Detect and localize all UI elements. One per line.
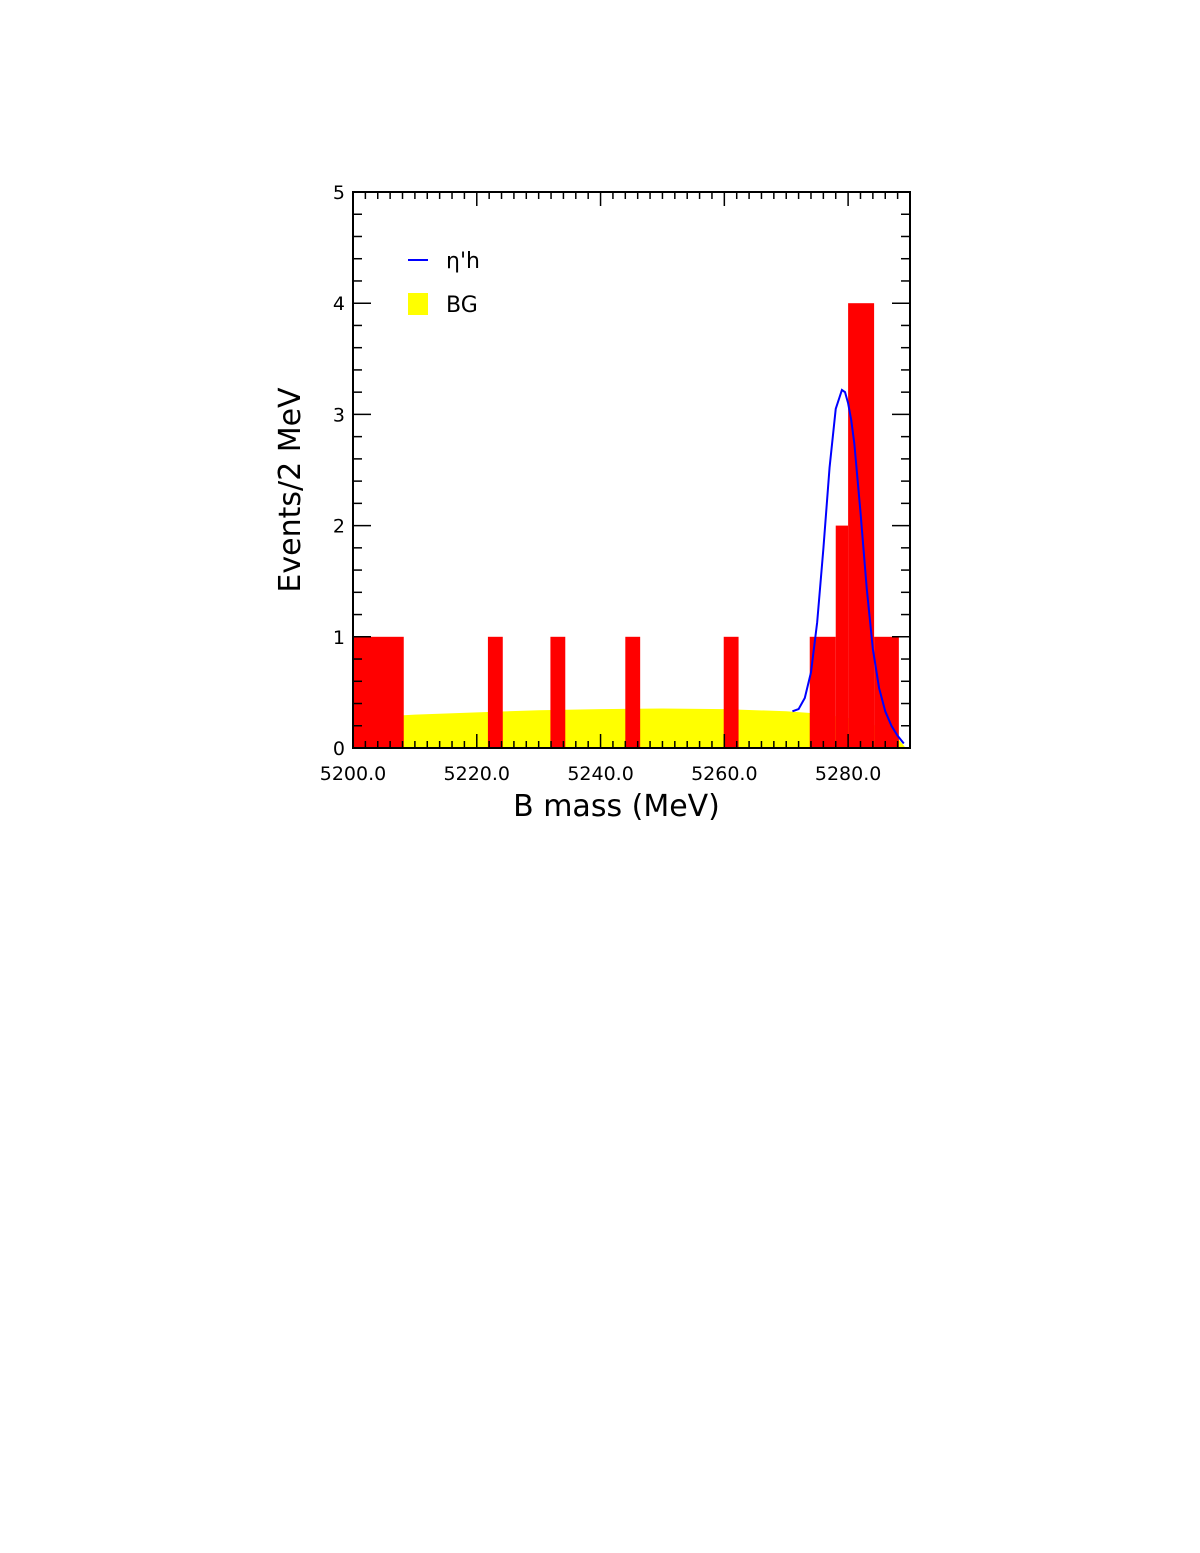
y-tick-label: 5: [333, 182, 345, 204]
histogram-bar: [353, 636, 404, 748]
legend-bg-swatch: [408, 293, 428, 315]
legend: η'h BG: [408, 249, 480, 318]
x-tick-label: 5260.0: [691, 763, 757, 785]
legend-bg-label: BG: [446, 293, 478, 318]
y-tick-label: 0: [333, 738, 345, 760]
histogram-bar: [550, 636, 566, 748]
y-tick-label: 3: [333, 404, 345, 426]
x-tick-label: 5280.0: [815, 763, 881, 785]
signal-curve-layer: [792, 388, 905, 745]
x-tick-label: 5240.0: [567, 763, 633, 785]
histogram-bar: [835, 525, 849, 748]
axis-ticks-layer: [352, 191, 911, 749]
plot-frame: [352, 191, 911, 749]
x-axis-title: B mass (MeV): [513, 789, 720, 824]
histogram-bars-layer: [353, 303, 899, 748]
y-axis-title: Events/2 MeV: [273, 387, 308, 593]
histogram-bar: [487, 636, 503, 748]
legend-signal-label: η'h: [446, 249, 480, 274]
x-tick-label: 5200.0: [320, 763, 386, 785]
histogram-bar: [625, 636, 641, 748]
signal-curve-line: [792, 388, 905, 745]
x-tick-label: 5220.0: [444, 763, 510, 785]
y-tick-label: 2: [333, 516, 345, 538]
tick-labels-layer: 0 1 2 3 4 5 5200.0 5220.0 5240.0 5260.0 5280.0: [320, 182, 882, 785]
y-tick-label: 4: [333, 293, 345, 315]
histogram-bar: [723, 636, 739, 748]
y-tick-label: 1: [333, 627, 345, 649]
